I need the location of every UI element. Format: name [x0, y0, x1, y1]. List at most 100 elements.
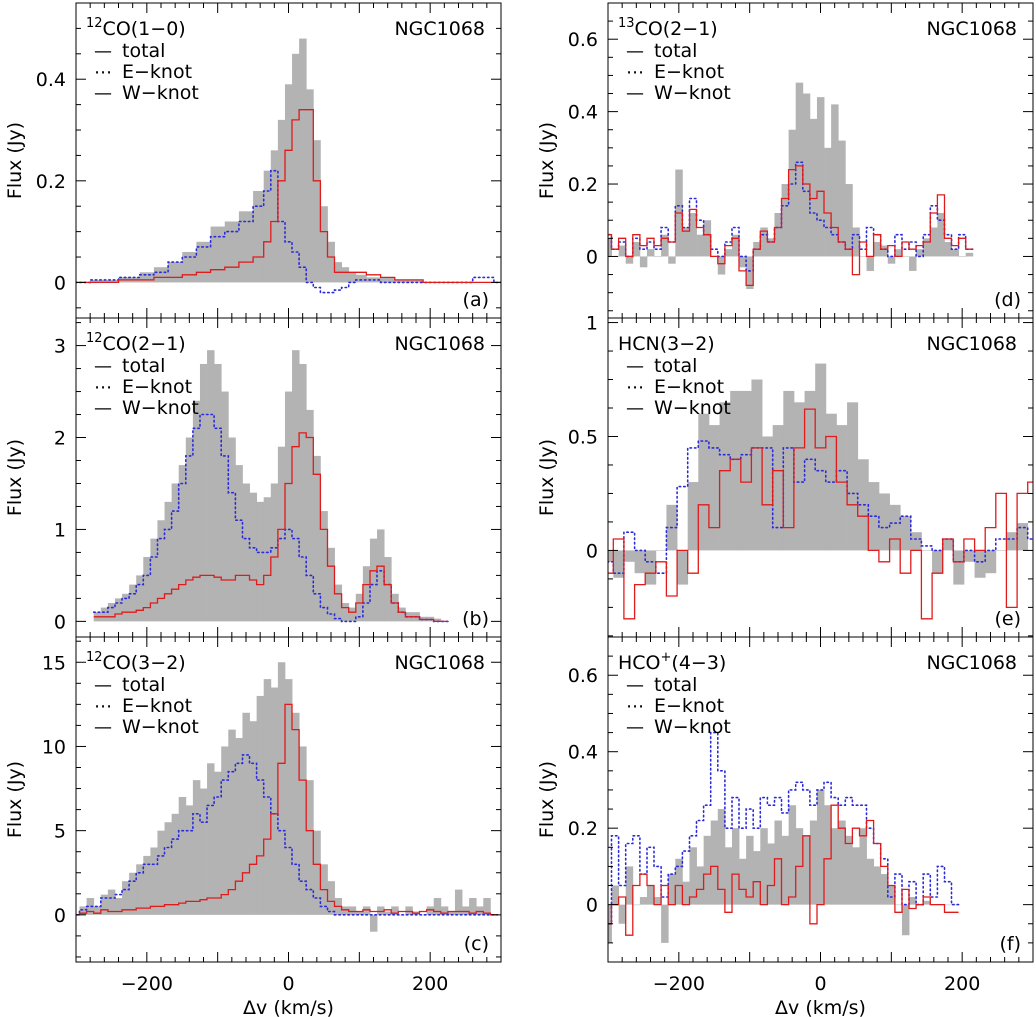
y-tick-label: 0	[586, 540, 598, 562]
panel-label: (c)	[464, 933, 489, 955]
w-knot-line	[608, 408, 1033, 620]
total-bar	[923, 238, 931, 257]
total-bar	[963, 550, 975, 562]
title-superscript: 12	[86, 16, 103, 31]
total-bar	[362, 566, 371, 622]
total-bar	[661, 904, 669, 943]
total-bar	[900, 516, 912, 551]
total-bar	[214, 363, 222, 622]
total-bars	[93, 350, 449, 622]
legend-w-knot: — W−knot	[94, 397, 199, 419]
legend-marker: ⋯	[94, 696, 112, 717]
x-tick-label: 0	[814, 973, 826, 995]
y-tick-label: 15	[42, 652, 66, 674]
total-bar	[645, 550, 657, 585]
total-bar	[909, 897, 917, 905]
total-bar	[129, 584, 137, 622]
total-bar	[889, 504, 901, 551]
plot-area	[608, 82, 974, 290]
total-bar	[79, 906, 88, 915]
total-bar	[299, 38, 307, 283]
galaxy-name: NGC1068	[394, 18, 485, 40]
panel-f: 0 0.2 0.4 0.6 −200 0 200 Δv (km/s) Flux (Jy) HCO+…	[536, 636, 1034, 1017]
panel-label: (b)	[462, 608, 489, 630]
legend-label: total	[654, 674, 697, 696]
total-bar	[122, 881, 130, 915]
total-bar	[242, 712, 250, 915]
total-bar	[682, 881, 690, 905]
legend-marker: ⋯	[626, 377, 644, 398]
galaxy-name: NGC1068	[926, 18, 1017, 40]
total-bar	[930, 227, 938, 257]
legend-label: E−knot	[654, 61, 724, 83]
legend-w-knot: — W−knot	[626, 716, 731, 738]
legend-marker: ⋯	[626, 62, 644, 83]
total-bar	[661, 234, 669, 257]
total-bar	[306, 409, 314, 622]
total-bar	[164, 501, 173, 622]
total-bar	[447, 911, 456, 915]
total-bar	[696, 234, 705, 257]
panel-label: (d)	[994, 289, 1021, 311]
total-bar	[746, 835, 754, 905]
total-bar	[192, 780, 201, 915]
legend-total: — total	[626, 40, 697, 62]
legend-label: W−knot	[122, 397, 199, 419]
total-bar	[639, 256, 648, 268]
line-title: 13CO(2−1)	[618, 16, 718, 40]
title-superscript: 12	[86, 331, 103, 346]
total-bar	[944, 904, 952, 906]
total-bar	[164, 822, 173, 915]
galaxy-name: NGC1068	[394, 652, 485, 674]
total-bar	[740, 390, 752, 551]
total-bar	[646, 249, 655, 257]
total-bar	[809, 118, 818, 257]
total-bar	[214, 771, 222, 915]
total-bar	[292, 712, 300, 915]
total-bar	[100, 894, 109, 915]
title-main: CO(3−2)	[103, 652, 186, 674]
legend-total: — total	[626, 355, 697, 377]
total-bar	[767, 843, 775, 905]
total-bar	[965, 252, 974, 257]
total-bar	[836, 425, 848, 551]
legend-label: E−knot	[122, 376, 192, 398]
total-bar	[253, 190, 265, 283]
total-bar	[781, 184, 790, 257]
x-ticks	[89, 3, 488, 318]
total-bar	[788, 129, 797, 257]
total-bar	[143, 557, 151, 622]
y-tick-label: 0.5	[568, 426, 598, 448]
x-ticks	[621, 318, 1020, 637]
total-bar	[958, 256, 967, 257]
total-bar	[646, 885, 655, 905]
total-bar	[168, 262, 183, 283]
legend-e-knot: ⋯ E−knot	[626, 61, 724, 83]
e-knot-line	[76, 169, 501, 294]
total-bar	[634, 550, 646, 574]
total-bar	[739, 858, 747, 905]
total-bar	[772, 425, 784, 551]
galaxy-name: NGC1068	[394, 333, 485, 355]
total-bar	[894, 904, 903, 906]
total-bar	[845, 835, 853, 905]
e-knot-line	[76, 754, 499, 916]
legend-e-knot: ⋯ E−knot	[626, 376, 724, 398]
total-bar	[207, 350, 215, 622]
legend-e-knot: ⋯ E−knot	[94, 376, 192, 398]
y-axis-label: Flux (Jy)	[536, 761, 558, 838]
total-bar	[93, 906, 102, 915]
total-bar	[136, 864, 144, 915]
y-ticks	[608, 322, 1033, 637]
total-bar	[932, 550, 944, 574]
legend-w-knot: — W−knot	[94, 82, 199, 104]
total-bar	[995, 550, 1007, 551]
total-bar	[937, 213, 945, 257]
total-bar	[362, 906, 371, 915]
w-knot-line	[93, 432, 448, 623]
total-bar	[153, 267, 169, 283]
total-bar	[157, 830, 165, 915]
plot-area	[92, 350, 449, 623]
total-bar	[384, 911, 392, 915]
